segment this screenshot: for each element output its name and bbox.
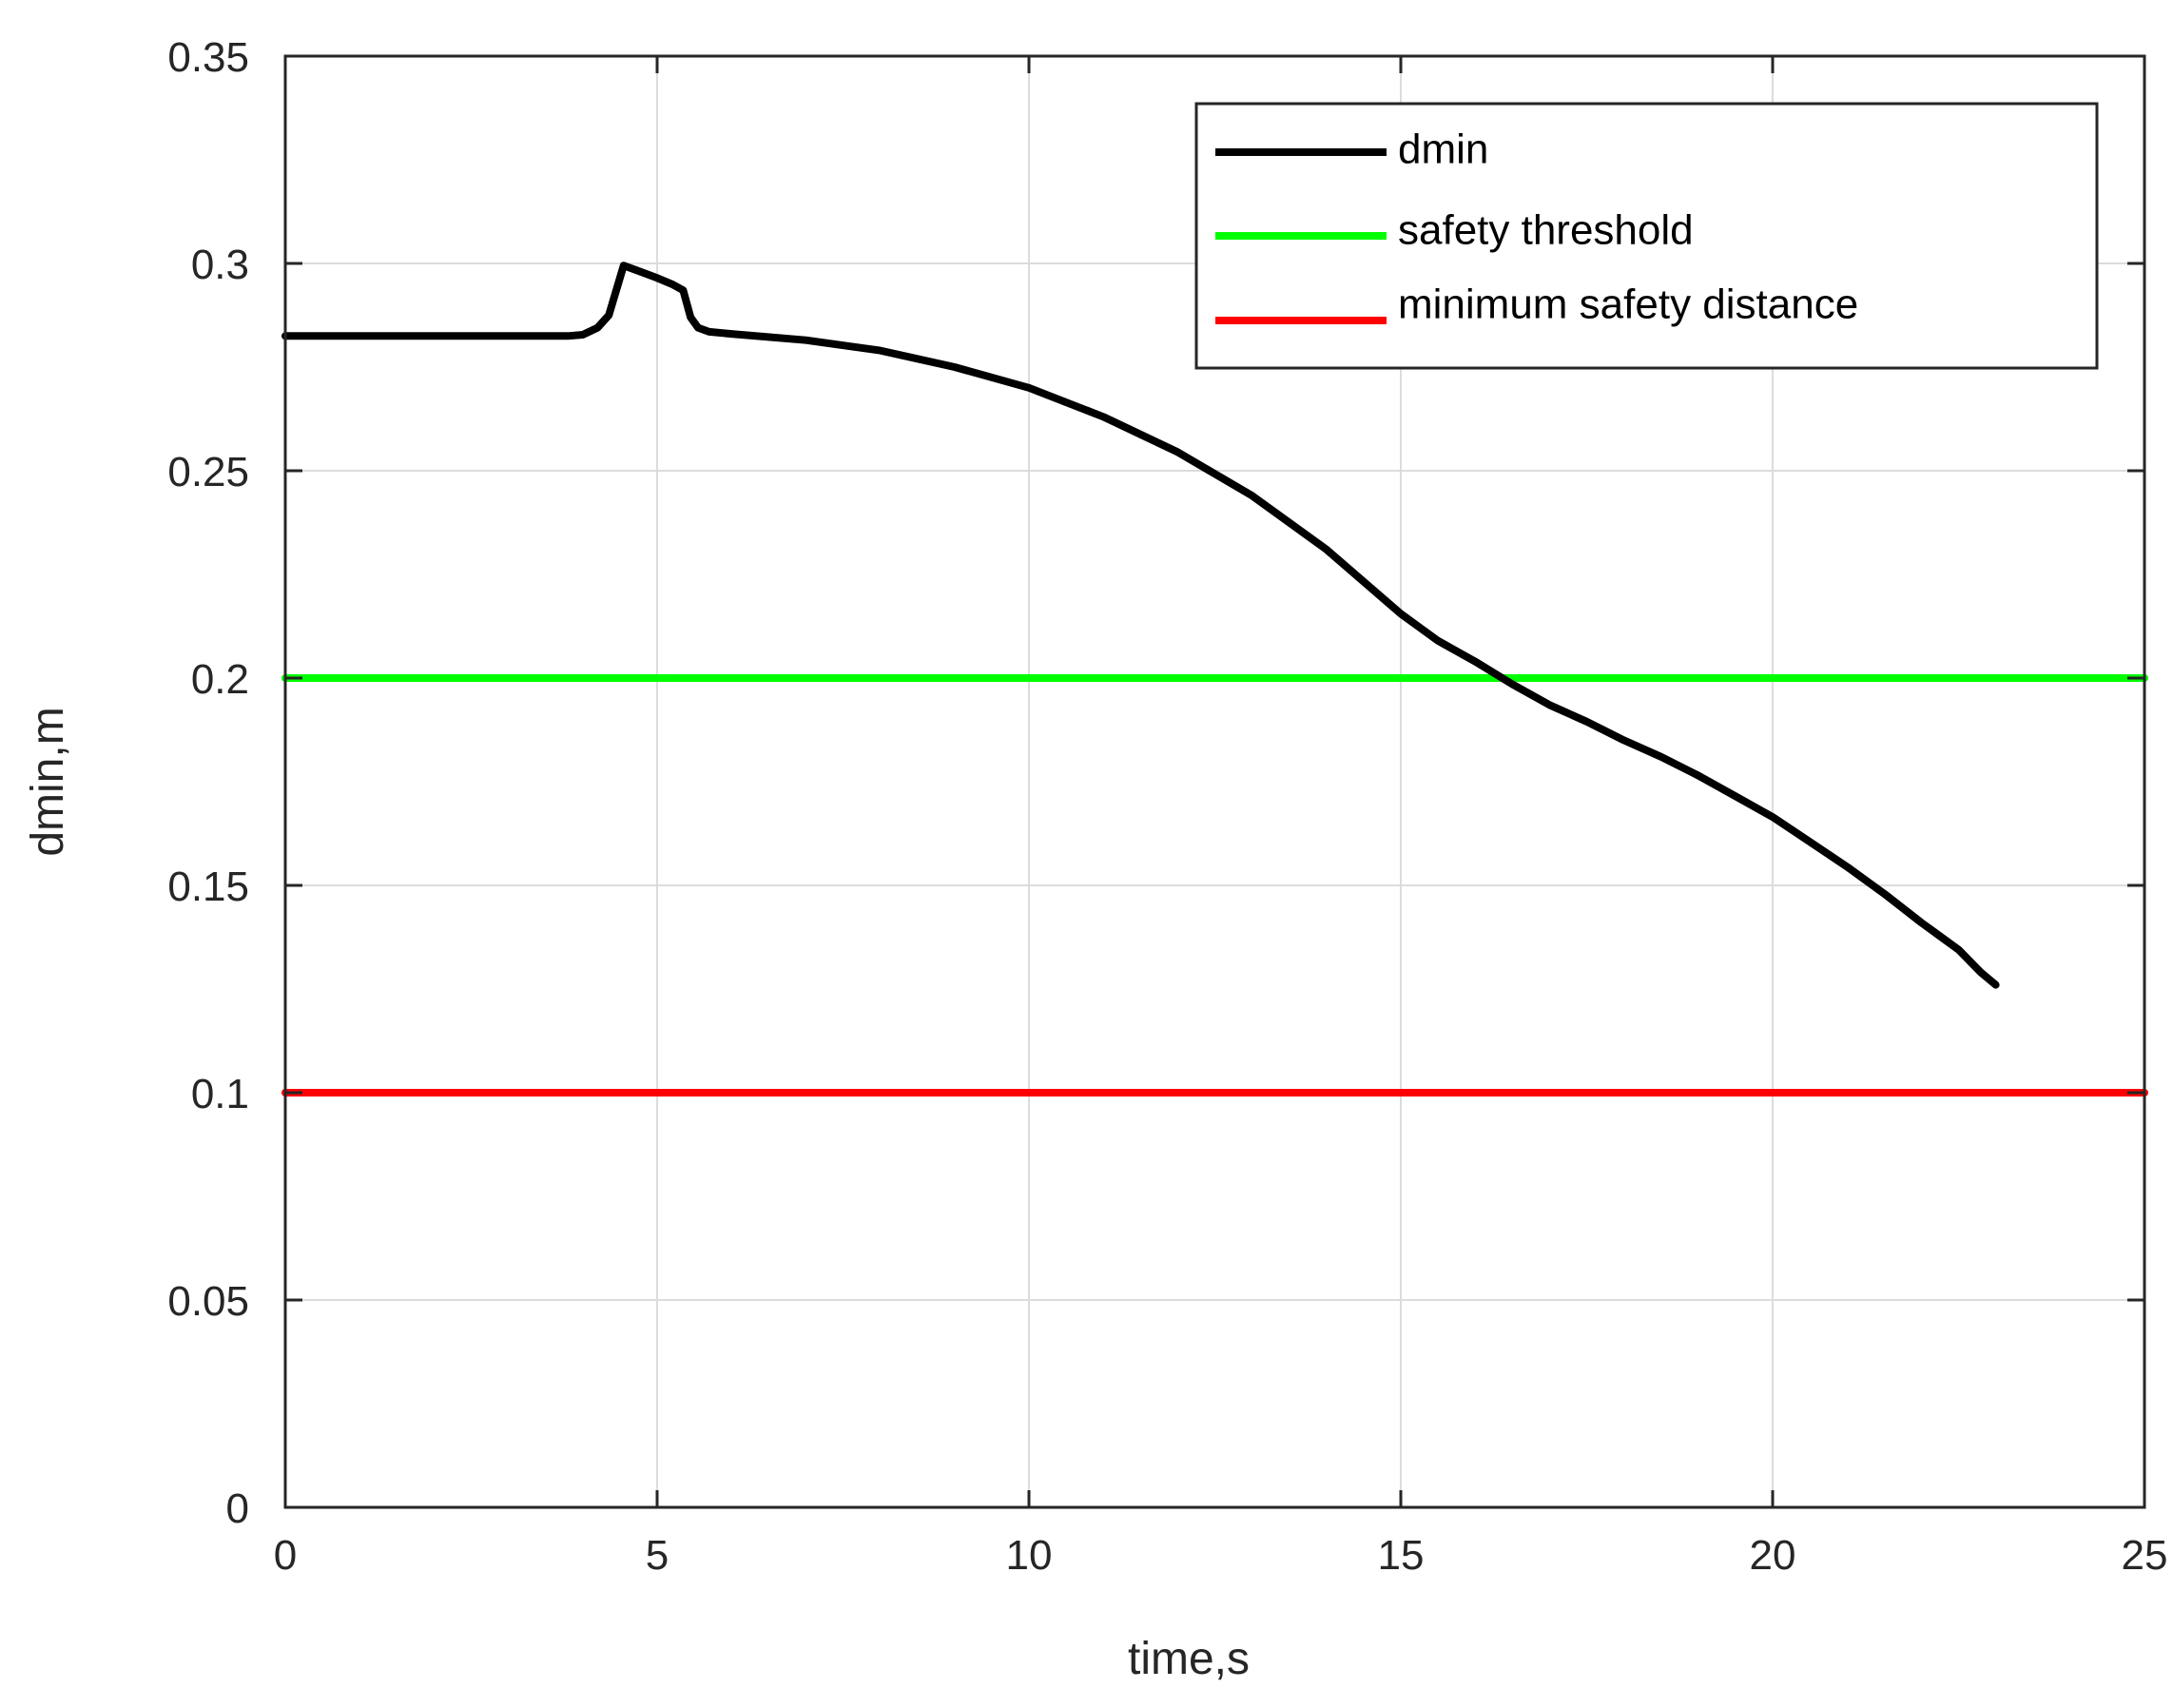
x-tick-labels: 0 5 10 15 20 25	[274, 1532, 2168, 1579]
series-line-dmin	[281, 262, 2000, 989]
y-tick-label: 0.35	[167, 34, 249, 81]
x-tick-label: 5	[646, 1532, 669, 1579]
data-lines	[281, 262, 2000, 989]
y-tick-label: 0.25	[167, 449, 249, 495]
x-tick-label: 0	[274, 1532, 297, 1579]
x-tick-label: 25	[2122, 1532, 2168, 1579]
legend-label-dmin: dmin	[1398, 126, 1488, 173]
x-tick-label: 20	[1750, 1532, 1796, 1579]
plot-frame	[283, 54, 2146, 1509]
y-tick-label: 0.3	[191, 242, 249, 288]
x-tick-label: 15	[1378, 1532, 1425, 1579]
y-tick-label: 0.15	[167, 864, 249, 910]
y-tick-labels: 0 0.05 0.1 0.15 0.2 0.25 0.3 0.35	[167, 34, 249, 1532]
reference-lines	[281, 674, 2148, 1097]
x-tick-label: 10	[1006, 1532, 1053, 1579]
legend: dmin safety threshold minimum safety dis…	[1194, 102, 2099, 370]
y-axis-label: dmin,m	[23, 707, 73, 856]
axis-ticks	[283, 54, 2146, 1509]
legend-label-safety-threshold: safety threshold	[1398, 207, 1694, 254]
legend-label-minimum-safety-distance: minimum safety distance	[1398, 281, 1858, 328]
y-tick-label: 0.1	[191, 1071, 249, 1117]
y-tick-label: 0.2	[191, 656, 249, 703]
y-tick-label: 0.05	[167, 1278, 249, 1325]
y-tick-label: 0	[226, 1485, 249, 1532]
x-axis-label: time,s	[1128, 1634, 1250, 1684]
